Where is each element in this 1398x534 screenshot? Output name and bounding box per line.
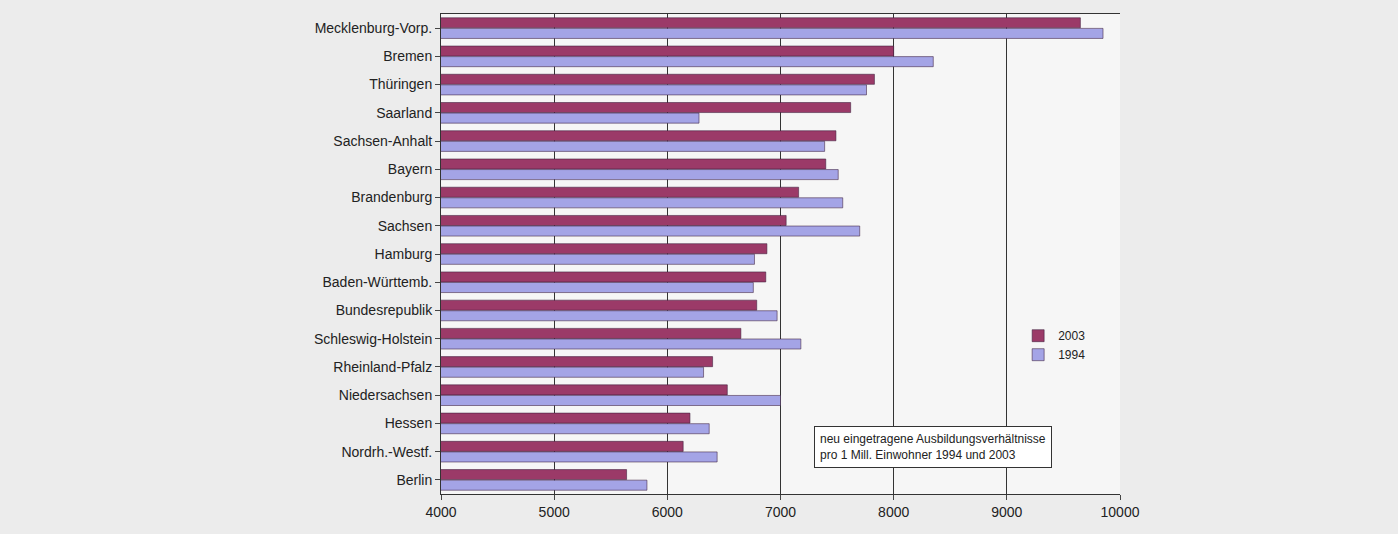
svg-text:Mecklenburg-Vorp.: Mecklenburg-Vorp. [315, 20, 433, 36]
svg-text:2003: 2003 [1058, 329, 1085, 343]
svg-text:5000: 5000 [539, 504, 570, 520]
svg-text:Hessen: Hessen [385, 415, 432, 431]
svg-text:Bremen: Bremen [383, 48, 432, 64]
svg-text:4000: 4000 [425, 504, 456, 520]
svg-text:10000: 10000 [1101, 504, 1140, 520]
svg-text:neu eingetragene Ausbildungsve: neu eingetragene Ausbildungsverhältnisse… [820, 432, 1046, 462]
svg-text:Niedersachsen: Niedersachsen [339, 387, 432, 403]
svg-text:Schleswig-Holstein: Schleswig-Holstein [314, 331, 432, 347]
svg-text:7000: 7000 [765, 504, 796, 520]
svg-text:Nordrh.-Westf.: Nordrh.-Westf. [341, 444, 432, 460]
svg-text:Baden-Württemb.: Baden-Württemb. [322, 274, 432, 290]
svg-text:Sachsen: Sachsen [378, 218, 432, 234]
svg-text:Hamburg: Hamburg [375, 246, 433, 262]
svg-text:Sachsen-Anhalt: Sachsen-Anhalt [333, 133, 432, 149]
svg-text:1994: 1994 [1058, 348, 1085, 362]
svg-text:Bundesrepublik: Bundesrepublik [336, 302, 434, 318]
svg-text:Saarland: Saarland [376, 105, 432, 121]
svg-text:Berlin: Berlin [396, 472, 432, 488]
svg-text:Bayern: Bayern [388, 161, 432, 177]
svg-text:6000: 6000 [652, 504, 683, 520]
svg-text:8000: 8000 [878, 504, 909, 520]
svg-text:9000: 9000 [991, 504, 1022, 520]
svg-text:Rheinland-Pfalz: Rheinland-Pfalz [333, 359, 432, 375]
svg-text:Thüringen: Thüringen [369, 76, 432, 92]
svg-text:Brandenburg: Brandenburg [351, 189, 432, 205]
